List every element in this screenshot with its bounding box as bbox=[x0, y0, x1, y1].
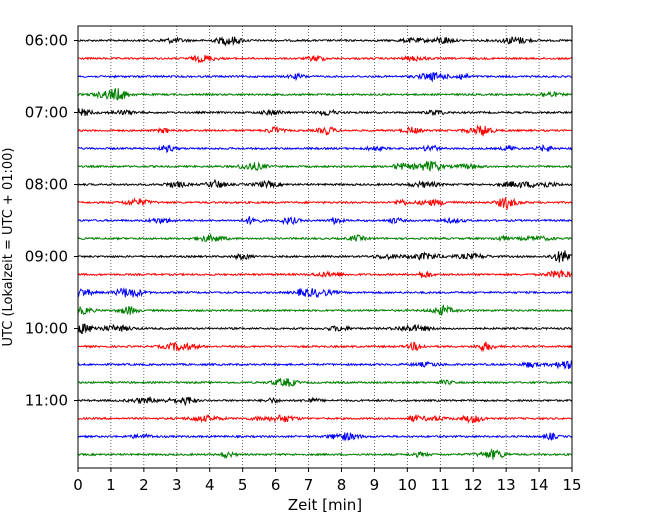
trace-0 bbox=[77, 35, 573, 47]
x-tick-label-9: 9 bbox=[370, 476, 380, 494]
y-axis: 06:00 07:00 08:00 09:00 10:00 11:00 bbox=[25, 32, 78, 410]
x-axis: 0 1 2 3 4 5 6 7 8 9 10 11 12 13 14 15 bbox=[73, 468, 582, 494]
x-tick-label-3: 3 bbox=[172, 476, 182, 494]
trace-15 bbox=[77, 304, 573, 316]
trace-10 bbox=[77, 216, 573, 226]
x-tick-label-4: 4 bbox=[205, 476, 215, 494]
trace-18 bbox=[77, 360, 573, 370]
trace-7 bbox=[77, 160, 573, 172]
trace-5 bbox=[77, 124, 573, 137]
x-tick-label-7: 7 bbox=[304, 476, 314, 494]
trace-20 bbox=[77, 396, 573, 407]
trace-11 bbox=[77, 232, 573, 243]
x-tick-label-13: 13 bbox=[497, 476, 516, 494]
x-tick-label-12: 12 bbox=[464, 476, 483, 494]
trace-9 bbox=[77, 197, 573, 211]
x-tick-label-2: 2 bbox=[139, 476, 149, 494]
trace-1 bbox=[77, 54, 573, 64]
trace-3 bbox=[77, 88, 573, 101]
trace-19 bbox=[77, 378, 573, 387]
trace-22 bbox=[77, 432, 573, 441]
x-tick-label-6: 6 bbox=[271, 476, 281, 494]
y-tick-label-07:00: 07:00 bbox=[25, 104, 68, 122]
x-tick-label-0: 0 bbox=[73, 476, 83, 494]
x-tick-label-5: 5 bbox=[238, 476, 248, 494]
trace-13 bbox=[77, 269, 573, 279]
x-tick-label-8: 8 bbox=[337, 476, 347, 494]
y-axis-label: UTC (Lokalzeit = UTC + 01:00) bbox=[1, 148, 16, 347]
plot-frame bbox=[77, 25, 573, 469]
trace-8 bbox=[77, 178, 573, 190]
trace-16 bbox=[77, 323, 573, 335]
trace-12 bbox=[77, 250, 573, 263]
y-tick-label-09:00: 09:00 bbox=[25, 248, 68, 266]
trace-17 bbox=[77, 341, 573, 353]
y-tick-label-11:00: 11:00 bbox=[25, 392, 68, 410]
y-tick-label-10:00: 10:00 bbox=[25, 320, 68, 338]
y-tick-label-06:00: 06:00 bbox=[25, 32, 68, 50]
x-tick-label-11: 11 bbox=[431, 476, 450, 494]
x-tick-label-1: 1 bbox=[106, 476, 116, 494]
trace-2 bbox=[77, 72, 573, 83]
trace-14 bbox=[77, 287, 573, 299]
x-tick-label-15: 15 bbox=[562, 476, 581, 494]
seismic-traces bbox=[77, 35, 573, 460]
x-tick-label-14: 14 bbox=[530, 476, 549, 494]
trace-21 bbox=[77, 414, 573, 424]
trace-23 bbox=[77, 448, 573, 460]
x-tick-label-10: 10 bbox=[398, 476, 417, 494]
y-tick-label-08:00: 08:00 bbox=[25, 176, 68, 194]
trace-6 bbox=[77, 143, 573, 154]
trace-4 bbox=[77, 108, 573, 117]
x-axis-label: Zeit [min] bbox=[288, 496, 362, 514]
